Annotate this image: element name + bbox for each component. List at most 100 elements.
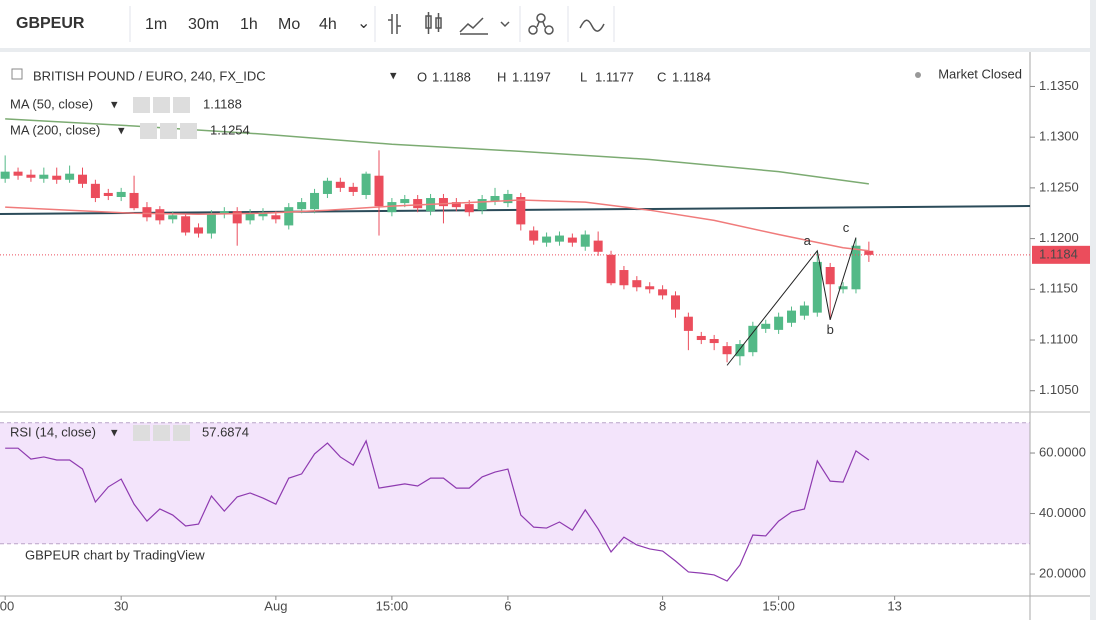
chart-title: BRITISH POUND / EURO, 240, FX_IDC [33,68,266,83]
interval-button[interactable]: 4h [319,16,337,33]
pattern-label: a [804,233,812,248]
candle-body [374,175,384,207]
candle-body [464,204,474,213]
candle-body [78,174,88,184]
x-tick-label: 8 [659,598,666,613]
candle-body [26,174,36,178]
candle-body [632,280,642,288]
candle-body [761,323,771,329]
candle-body [554,235,564,242]
candle-body [606,254,616,284]
candle-body [258,212,268,217]
y-tick-label: 1.1150 [1039,281,1078,296]
candle-body [116,191,126,198]
ohlc-value: 1.1177 [595,69,634,84]
candle-body [142,207,152,218]
candle-body [194,227,204,234]
ohlc-legend: O 1.1188 H 1.1197 L 1.1177 C 1.1184 [417,69,711,84]
legend-button[interactable] [160,123,177,139]
ohlc-value: 1.1197 [512,69,551,84]
interval-button[interactable]: Mo [278,16,300,33]
candle-body [245,213,255,221]
collapse-icon[interactable] [11,68,23,80]
legend-button[interactable] [133,97,150,113]
candle-body [400,199,410,204]
candle-body [322,180,332,194]
candle-body [503,193,513,204]
indicator-value: 1.1188 [203,96,242,111]
frame-edge [1093,0,1096,620]
interval-button[interactable]: 1m [145,16,167,33]
candle-body [774,316,784,330]
compare-icon[interactable] [579,19,605,32]
dropdown-arrow[interactable]: ▾ [111,424,118,439]
candle-body [683,316,693,331]
ohlc-key: O [417,69,427,84]
candle-body [864,250,874,255]
candle-body [310,192,320,210]
candle-body [413,199,423,209]
legend-button[interactable] [180,123,197,139]
x-tick-label: 15:00 [762,598,795,613]
interval-group: 1m 30m 1h Mo 4h [145,16,337,33]
legend-button[interactable] [173,425,190,441]
chart-style-icons[interactable] [388,12,510,35]
y-tick-label: 40.0000 [1039,505,1086,520]
dropdown-arrow[interactable]: ⌄ [357,15,370,32]
candle-body [103,192,113,196]
candle-body [39,174,49,179]
candle-body [129,192,139,209]
candle-body [825,266,835,285]
candle-body [542,236,552,243]
symbol[interactable]: GBPEUR [16,15,85,32]
candle-body [13,171,23,176]
legend-button[interactable] [173,97,190,113]
indicator-icon[interactable] [528,13,554,35]
x-tick-label: :00 [0,598,14,613]
dropdown-arrow[interactable]: ▾ [111,96,118,111]
y-tick-label: 1.1200 [1039,230,1079,245]
candle-body [155,209,165,221]
candle-body [490,195,500,202]
legend-button[interactable] [153,97,170,113]
toolbar [0,0,1090,48]
trend-line[interactable] [0,205,1031,215]
interval-button[interactable]: 30m [188,16,219,33]
moving-average [5,199,869,252]
candle-body [529,230,539,241]
abc-pattern[interactable] [726,237,857,366]
ohlc-key: H [497,69,506,84]
legend-button[interactable] [140,123,157,139]
dropdown-arrow[interactable]: ▾ [118,122,125,137]
dropdown-arrow[interactable]: ▾ [390,67,397,82]
ohlc-key: C [657,69,666,84]
candle-body [593,240,603,252]
indicator-legends: MA (50, close) ▾ 1.1188 MA (200, close) ▾ 1.1… [10,96,250,441]
x-tick-label: 13 [887,598,901,613]
ohlc-key: L [580,69,587,84]
legend-button[interactable] [133,425,150,441]
candle-body [219,211,229,215]
candle-body [799,305,809,316]
legend-button[interactable] [153,425,170,441]
interval-button[interactable]: 1h [240,16,258,33]
candle-body [271,215,281,220]
y-tick-label: 20.0000 [1039,565,1086,580]
candle-body [477,199,487,211]
indicator-name: RSI (14, close) [10,424,96,439]
candle-body [451,202,461,208]
candle-body [297,202,307,210]
rsi-band [0,422,1030,544]
ohlc-value: 1.1184 [672,69,711,84]
x-tick-label: 15:00 [376,598,409,613]
y-tick-label: 1.1050 [1039,382,1079,397]
candle-body [361,173,371,195]
candle-body [658,289,668,296]
candle-body [709,339,719,344]
pattern-label: b [827,322,834,337]
candle-body [0,171,10,179]
indicator-value: 57.6874 [202,424,249,439]
candle-body [580,234,590,247]
status-dot [915,72,921,78]
